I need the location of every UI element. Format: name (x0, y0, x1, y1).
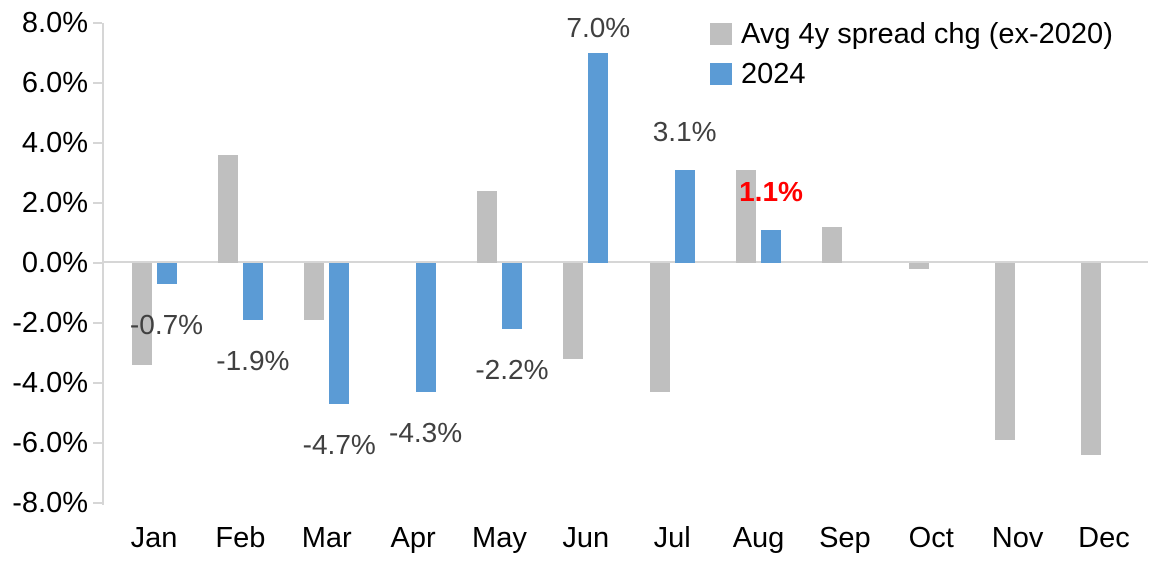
y-axis-tick-label: 4.0% (21, 127, 88, 159)
legend-label-2024: 2024 (741, 57, 806, 90)
y-axis-tick (93, 382, 102, 384)
data-label-aug: 1.1% (739, 176, 803, 207)
y-axis-tick-label: 8.0% (21, 7, 88, 39)
bar-avg-oct (908, 263, 929, 269)
data-label-jan: -0.7% (129, 309, 204, 340)
x-axis-label-sep: Sep (819, 522, 871, 554)
x-axis-label-may: May (472, 522, 527, 554)
x-axis-label-jul: Jul (653, 522, 691, 554)
y-axis-tick (93, 502, 102, 504)
x-axis-label-feb: Feb (215, 522, 266, 554)
bar-2024-jan (156, 263, 177, 284)
legend-swatch-gray (710, 23, 732, 45)
bar-avg-nov (995, 263, 1016, 440)
y-axis-tick-label: -4.0% (12, 367, 88, 399)
y-axis-tick (93, 262, 102, 264)
bar-2024-mar (329, 263, 350, 404)
bar-avg-dec (1081, 263, 1102, 455)
data-label-jul: 3.1% (652, 116, 717, 147)
y-axis-tick-label: 6.0% (21, 67, 88, 99)
legend-swatch-blue (710, 63, 732, 85)
bar-avg-jun (563, 263, 584, 359)
zero-gridline (102, 261, 1148, 263)
bar-avg-jan (131, 263, 152, 365)
x-axis-label-mar: Mar (301, 522, 352, 554)
y-axis-tick (93, 202, 102, 204)
legend-item-avg-spread: Avg 4y spread chg (ex-2020) (710, 14, 1113, 54)
bar-avg-feb (217, 155, 238, 263)
data-label-feb: -1.9% (216, 345, 290, 376)
x-axis-label-jan: Jan (130, 522, 178, 554)
legend: Avg 4y spread chg (ex-2020) 2024 (710, 14, 1113, 94)
data-label-apr: -4.3% (389, 417, 463, 448)
bar-avg-mar (304, 263, 325, 320)
bar-2024-feb (242, 263, 263, 320)
bar-2024-may (501, 263, 522, 329)
x-axis-label-jun: Jun (562, 522, 610, 554)
y-axis-line (102, 23, 104, 505)
y-axis-tick (93, 142, 102, 144)
bar-2024-apr (415, 263, 436, 392)
y-axis-tick (93, 442, 102, 444)
data-label-jun: 7.0% (566, 12, 631, 43)
bar-2024-aug (761, 230, 782, 263)
x-axis-label-oct: Oct (908, 522, 954, 554)
y-axis-tick-label: 0.0% (21, 247, 88, 279)
y-axis-tick-label: -2.0% (12, 307, 88, 339)
y-axis-tick (93, 22, 102, 24)
data-label-may: -2.2% (475, 354, 549, 385)
y-axis-tick-label: -6.0% (12, 427, 88, 459)
bar-avg-sep (822, 227, 843, 263)
y-axis-tick (93, 322, 102, 324)
bar-2024-jun (588, 53, 609, 263)
data-label-mar: -4.7% (302, 429, 376, 460)
bar-avg-may (476, 191, 497, 263)
y-axis-tick (93, 82, 102, 84)
bar-avg-aug (736, 170, 757, 263)
y-axis-tick-label: -8.0% (12, 487, 88, 519)
bar-2024-jul (674, 170, 695, 263)
x-axis-label-apr: Apr (390, 522, 436, 554)
x-axis-label-nov: Nov (991, 522, 1044, 554)
x-axis-label-aug: Aug (732, 522, 785, 554)
legend-item-2024: 2024 (710, 54, 1113, 94)
legend-label-avg-spread: Avg 4y spread chg (ex-2020) (741, 17, 1113, 50)
bar-avg-jul (649, 263, 670, 392)
y-axis-tick-label: 2.0% (21, 187, 88, 219)
x-axis-label-dec: Dec (1078, 522, 1130, 554)
